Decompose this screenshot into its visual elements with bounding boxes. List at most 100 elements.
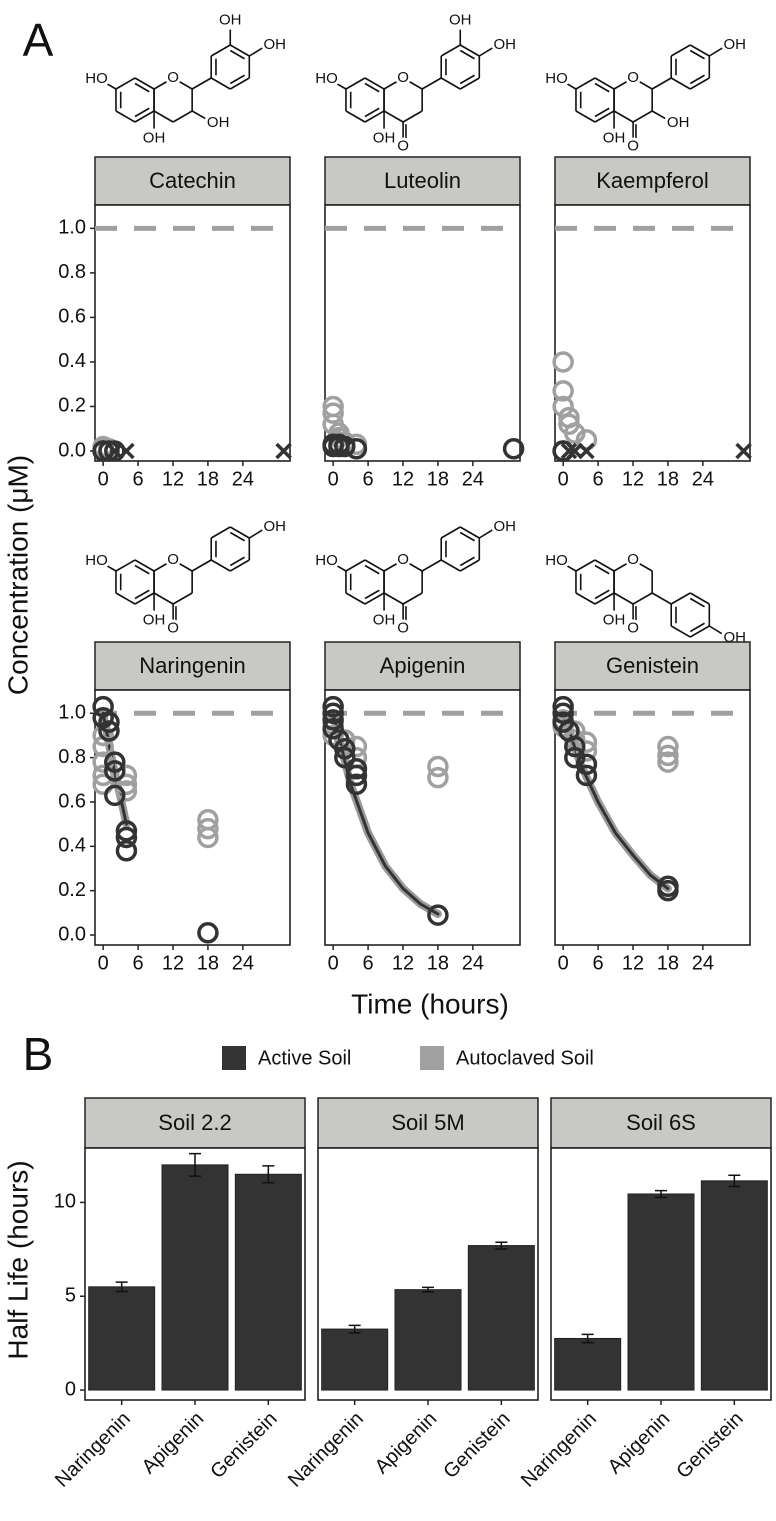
point xyxy=(657,744,679,767)
x-tick-label: 18 xyxy=(657,468,679,490)
bond xyxy=(440,559,461,572)
error-bar xyxy=(348,1324,361,1334)
bond xyxy=(575,592,596,605)
point xyxy=(115,826,138,849)
bar xyxy=(700,1180,768,1391)
x-tick-label: Naringenin xyxy=(284,1408,368,1492)
bond xyxy=(632,77,653,90)
y-tick-label: 0.0 xyxy=(58,439,86,461)
atom-label: O xyxy=(167,69,179,86)
facet-title: Catechin xyxy=(149,168,236,193)
bond xyxy=(153,110,174,123)
panel-label: B xyxy=(23,1028,54,1080)
bond xyxy=(670,44,691,57)
facet-title: Soil 6S xyxy=(626,1110,696,1135)
atom-label: O xyxy=(397,620,409,637)
atom-label: HO xyxy=(315,70,338,87)
y-tick-label: 0.4 xyxy=(58,835,86,857)
point xyxy=(575,753,598,776)
y-tick-label: 0.8 xyxy=(58,261,86,283)
bond xyxy=(383,592,404,605)
bond xyxy=(134,564,150,575)
atom-label: OH xyxy=(603,611,626,628)
error-bar xyxy=(495,1241,508,1250)
bar xyxy=(554,1337,622,1391)
point xyxy=(657,879,679,902)
atom-label: O xyxy=(627,69,639,86)
bond xyxy=(134,559,155,572)
bond xyxy=(689,592,710,605)
atom-label: O xyxy=(627,551,639,568)
x-tick-label: Apigenin xyxy=(371,1408,442,1479)
bond xyxy=(708,46,725,57)
bond xyxy=(104,564,117,572)
bond xyxy=(594,77,615,90)
bond xyxy=(575,77,596,90)
point xyxy=(502,438,525,460)
bond xyxy=(172,592,193,605)
bar xyxy=(234,1173,302,1391)
bar xyxy=(627,1193,695,1391)
bond xyxy=(210,44,231,57)
bond xyxy=(364,107,380,118)
atom-label: O xyxy=(397,138,409,155)
x-tick-label: 6 xyxy=(363,952,374,974)
x-tick-label: 0 xyxy=(98,468,109,490)
bond xyxy=(594,107,610,118)
bond xyxy=(594,82,610,93)
bond xyxy=(402,110,423,123)
point xyxy=(322,718,344,740)
x-tick-label: Genistein xyxy=(672,1408,747,1483)
bond xyxy=(364,589,380,600)
bond xyxy=(345,559,366,572)
bond xyxy=(594,564,610,575)
point xyxy=(575,731,598,753)
bond xyxy=(440,77,461,90)
y-tick-label: 5 xyxy=(65,1285,76,1307)
point xyxy=(564,735,586,758)
bond xyxy=(229,77,250,90)
point xyxy=(427,766,449,789)
x-tick-label: 18 xyxy=(657,952,679,974)
x-tick-label: 0 xyxy=(558,952,569,974)
bond xyxy=(364,564,380,575)
point xyxy=(197,826,219,849)
bar xyxy=(321,1328,389,1391)
bond xyxy=(134,592,155,605)
point xyxy=(115,773,138,795)
point xyxy=(322,709,344,731)
point xyxy=(657,751,679,773)
error-bar xyxy=(581,1333,594,1344)
bond xyxy=(689,622,705,633)
bond xyxy=(613,110,634,123)
bond xyxy=(440,44,461,57)
point xyxy=(575,740,598,762)
error-bar xyxy=(728,1174,741,1188)
bond xyxy=(613,77,634,90)
bond xyxy=(210,559,231,572)
point xyxy=(115,820,138,842)
error-bar xyxy=(655,1189,667,1199)
bond xyxy=(402,77,423,90)
point xyxy=(564,746,586,769)
facet-title: Luteolin xyxy=(384,168,461,193)
bond xyxy=(383,110,404,123)
x-axis-title: Time (hours) xyxy=(351,988,509,1019)
atom-label: OH xyxy=(449,11,472,28)
facet-title: Genistein xyxy=(606,653,699,678)
bond xyxy=(364,592,385,605)
error-bar xyxy=(189,1152,201,1177)
x-tick-label: 24 xyxy=(232,468,254,490)
bond xyxy=(229,531,245,542)
point xyxy=(322,702,344,725)
bond xyxy=(229,559,250,572)
atom-label: O xyxy=(627,138,639,155)
bond xyxy=(383,559,404,572)
bar xyxy=(161,1164,229,1391)
bond xyxy=(459,526,480,539)
point xyxy=(427,904,449,926)
x-tick-label: Genistein xyxy=(206,1408,281,1483)
bond xyxy=(191,110,208,121)
bond xyxy=(153,559,174,572)
bond xyxy=(334,82,347,90)
